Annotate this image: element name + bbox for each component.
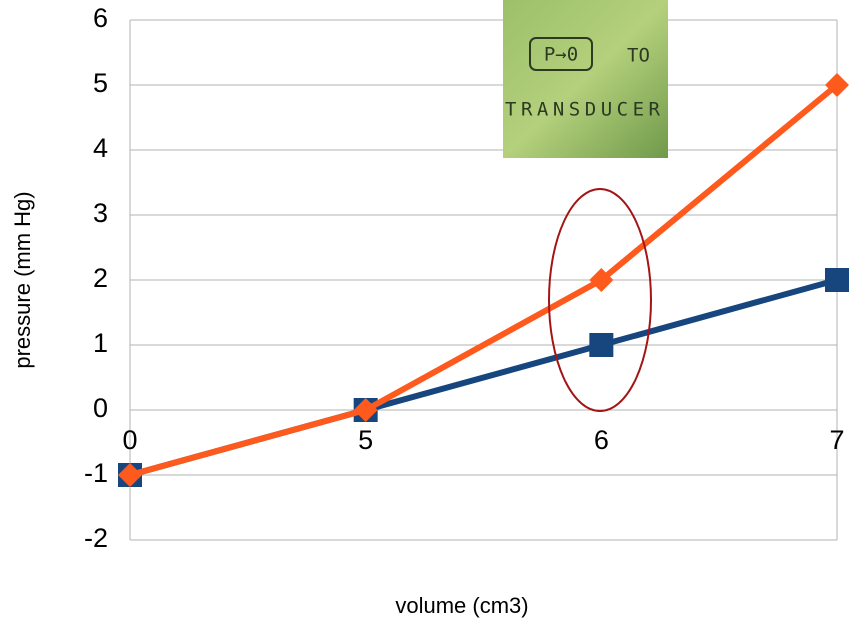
marker xyxy=(589,333,613,357)
y-tick-label: 3 xyxy=(93,198,108,228)
y-tick-label: 6 xyxy=(93,3,108,33)
y-tick-label: -2 xyxy=(84,523,108,553)
page: {"chart_data": {"type": "line", "x_label… xyxy=(0,0,856,627)
grid: -2 -1 0 1 2 3 4 5 6 xyxy=(84,3,837,553)
lcd-key: P→0 xyxy=(544,44,578,66)
y-tick-label: 5 xyxy=(93,68,108,98)
y-tick-label: 1 xyxy=(93,328,108,358)
y-tick-label: 4 xyxy=(93,133,108,163)
y-axis-title: pressure (mm Hg) xyxy=(10,191,35,368)
lcd-photo: P→0 TO TRANSDUCER xyxy=(503,0,668,158)
x-tick-label: 5 xyxy=(358,425,373,455)
x-tick-label: 7 xyxy=(829,425,844,455)
x-axis-title: volume (cm3) xyxy=(395,593,528,618)
marker xyxy=(825,268,849,292)
y-tick-label: 2 xyxy=(93,263,108,293)
lcd-text: TO xyxy=(627,45,650,67)
x-tick-label: 6 xyxy=(594,425,609,455)
y-tick-label: -1 xyxy=(84,458,108,488)
y-tick-label: 0 xyxy=(93,393,108,423)
x-tick-label: 0 xyxy=(122,425,137,455)
chart: -2 -1 0 1 2 3 4 5 6 P→0 TO TRANSDUCER volume (cm… xyxy=(0,0,856,627)
lcd-background xyxy=(503,0,668,158)
